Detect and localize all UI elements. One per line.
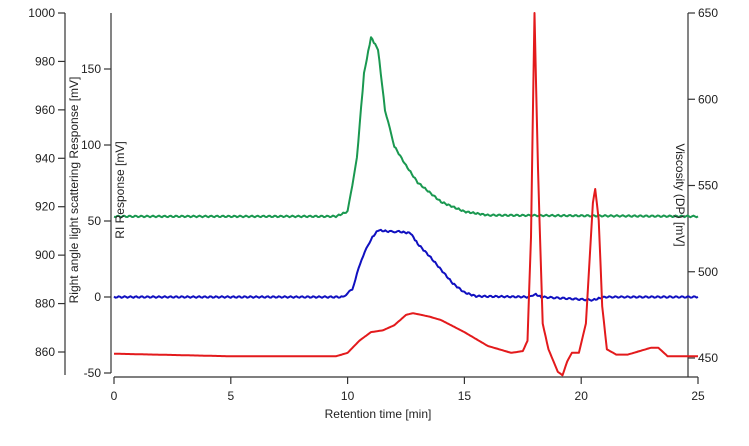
visc-axis-title: Viscosity (DP) [mV] <box>673 143 687 246</box>
series-line-ri <box>113 228 699 302</box>
rals-tick-label: 900 <box>35 248 55 262</box>
x-tick-label: 5 <box>227 389 234 403</box>
x-tick-label: 20 <box>575 389 589 403</box>
x-tick-label: 10 <box>341 389 355 403</box>
visc-tick-label: 450 <box>698 351 718 365</box>
rals-tick-label: 960 <box>35 103 55 117</box>
x-tick-label: 0 <box>111 389 118 403</box>
rals-tick-label: 920 <box>35 200 55 214</box>
series-line-rals <box>113 36 699 219</box>
ri-tick-label: 50 <box>88 214 102 228</box>
rals-axis-title: Right angle light scattering Response [m… <box>67 77 81 304</box>
visc-tick-label: 550 <box>698 179 718 193</box>
ri-tick-label: 150 <box>81 62 101 76</box>
ri-axis-title: RI Response [mV] <box>113 141 127 238</box>
x-tick-label: 15 <box>458 389 472 403</box>
visc-tick-label: 600 <box>698 92 718 106</box>
visc-tick-label: 650 <box>698 6 718 20</box>
ri-tick-label: 0 <box>94 290 101 304</box>
visc-tick-label: 500 <box>698 265 718 279</box>
rals-tick-label: 1000 <box>28 6 55 20</box>
series-line-visc <box>114 12 698 377</box>
ri-tick-label: -50 <box>84 366 102 380</box>
rals-tick-label: 880 <box>35 297 55 311</box>
rals-tick-label: 940 <box>35 151 55 165</box>
ri-tick-label: 100 <box>81 138 101 152</box>
x-tick-label: 25 <box>691 389 705 403</box>
x-axis-title: Retention time [min] <box>325 407 432 421</box>
rals-tick-label: 980 <box>35 54 55 68</box>
rals-tick-label: 860 <box>35 345 55 359</box>
